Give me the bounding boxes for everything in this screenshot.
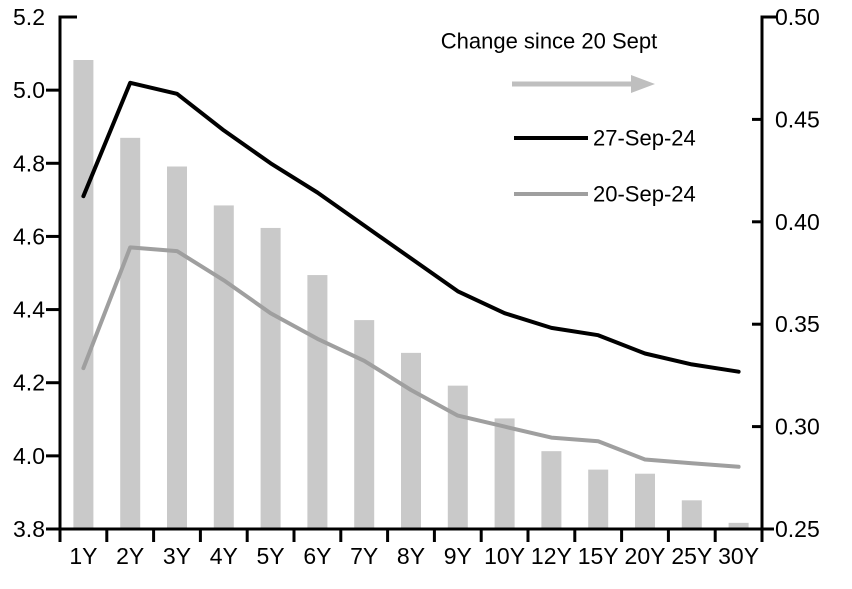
series-line-20-Sep-24	[81, 245, 741, 469]
bar-3Y	[167, 166, 187, 529]
x-axis-label-2Y: 2Y	[116, 543, 144, 569]
right-arrow-icon-head	[631, 75, 655, 93]
x-axis-label-6Y: 6Y	[303, 543, 331, 569]
bar-7Y	[354, 320, 375, 529]
legend-label-27-Sep-24: 27-Sep-24	[593, 126, 696, 151]
x-axis-label-8Y: 8Y	[397, 543, 425, 569]
left-axis-label-5.0: 5.0	[13, 77, 45, 103]
x-axis-label-3Y: 3Y	[163, 543, 191, 569]
right-axis-label-0.35: 0.35	[775, 311, 820, 337]
x-axis-label-10Y: 10Y	[484, 543, 525, 569]
left-axis-label-5.2: 5.2	[13, 4, 45, 30]
left-axis-label-4.2: 4.2	[13, 370, 45, 396]
x-axis-label-25Y: 25Y	[671, 543, 712, 569]
legend: Change since 20 Sept 27-Sep-24 20-Sep-24	[441, 29, 696, 207]
x-axis-label-15Y: 15Y	[578, 543, 619, 569]
right-axis-label-0.25: 0.25	[775, 516, 820, 542]
bar-12Y	[541, 451, 562, 529]
series-line-27-Sep-24	[81, 80, 741, 374]
bar-5Y	[260, 227, 281, 529]
left-axis-label-4.4: 4.4	[13, 297, 45, 323]
x-axis-label-30Y: 30Y	[718, 543, 759, 569]
bar-9Y	[447, 385, 468, 529]
bar-2Y	[120, 137, 141, 529]
left-axis-label-3.8: 3.8	[13, 516, 45, 542]
x-axis-label-20Y: 20Y	[625, 543, 666, 569]
bar-30Y	[728, 522, 749, 529]
bar-8Y	[401, 352, 421, 529]
bar-15Y	[588, 469, 609, 529]
left-axis-label-4.6: 4.6	[13, 223, 45, 249]
x-axis-label-12Y: 12Y	[531, 543, 572, 569]
x-axis-label-7Y: 7Y	[350, 543, 378, 569]
legend-label-20-Sep-24: 20-Sep-24	[593, 182, 696, 207]
right-axis-label-0.45: 0.45	[775, 106, 820, 132]
bar-25Y	[681, 500, 702, 529]
x-axis-label-1Y: 1Y	[69, 543, 97, 569]
right-axis-label-0.50: 0.50	[775, 4, 820, 30]
bar-20Y	[635, 473, 655, 529]
bar-4Y	[213, 205, 234, 529]
right-axis-label-0.40: 0.40	[775, 209, 820, 235]
bar-6Y	[307, 275, 328, 529]
legend-title: Change since 20 Sept	[441, 29, 658, 54]
bar-1Y	[73, 60, 94, 530]
bar-10Y	[494, 418, 515, 529]
left-axis-label-4.0: 4.0	[13, 443, 45, 469]
right-axis-label-0.30: 0.30	[775, 414, 820, 440]
x-axis-label-9Y: 9Y	[444, 543, 472, 569]
x-axis-label-4Y: 4Y	[210, 543, 238, 569]
x-axis-label-5Y: 5Y	[257, 543, 285, 569]
left-axis-label-4.8: 4.8	[13, 150, 45, 176]
